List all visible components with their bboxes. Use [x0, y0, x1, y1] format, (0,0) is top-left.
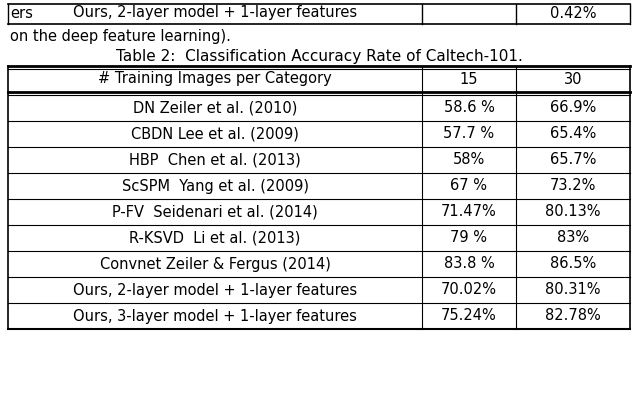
Text: DN Zeiler et al. (2010): DN Zeiler et al. (2010) [133, 101, 297, 115]
Text: HBP  Chen et al. (2013): HBP Chen et al. (2013) [129, 152, 301, 168]
Text: Convnet Zeiler & Fergus (2014): Convnet Zeiler & Fergus (2014) [100, 257, 330, 271]
Text: Ours, 2-layer model + 1-layer features: Ours, 2-layer model + 1-layer features [73, 282, 357, 298]
Text: 80.31%: 80.31% [545, 282, 601, 298]
Text: 58.6 %: 58.6 % [444, 101, 495, 115]
Text: 15: 15 [460, 71, 478, 87]
Text: 66.9%: 66.9% [550, 101, 596, 115]
Text: 65.7%: 65.7% [550, 152, 596, 168]
Text: 71.47%: 71.47% [441, 205, 497, 219]
Text: 83%: 83% [557, 231, 589, 245]
Text: 57.7 %: 57.7 % [444, 126, 495, 142]
Text: R-KSVD  Li et al. (2013): R-KSVD Li et al. (2013) [129, 231, 301, 245]
Text: 73.2%: 73.2% [550, 178, 596, 194]
Text: 83.8 %: 83.8 % [444, 257, 494, 271]
Text: 0.42%: 0.42% [550, 6, 596, 20]
Text: # Training Images per Category: # Training Images per Category [98, 71, 332, 87]
Text: 79 %: 79 % [451, 231, 488, 245]
Text: ers: ers [10, 6, 33, 20]
Text: 58%: 58% [453, 152, 485, 168]
Text: 86.5%: 86.5% [550, 257, 596, 271]
Text: 67 %: 67 % [451, 178, 488, 194]
Text: 82.78%: 82.78% [545, 308, 601, 324]
Text: 80.13%: 80.13% [545, 205, 601, 219]
Text: 75.24%: 75.24% [441, 308, 497, 324]
Text: CBDN Lee et al. (2009): CBDN Lee et al. (2009) [131, 126, 299, 142]
Text: 70.02%: 70.02% [441, 282, 497, 298]
Text: on the deep feature learning).: on the deep feature learning). [10, 28, 231, 43]
Text: Ours, 2-layer model + 1-layer features: Ours, 2-layer model + 1-layer features [73, 6, 357, 20]
Text: Ours, 3-layer model + 1-layer features: Ours, 3-layer model + 1-layer features [73, 308, 357, 324]
Text: Table 2:  Classification Accuracy Rate of Caltech-101.: Table 2: Classification Accuracy Rate of… [116, 49, 522, 63]
Text: 65.4%: 65.4% [550, 126, 596, 142]
Text: 30: 30 [564, 71, 582, 87]
Text: P-FV  Seidenari et al. (2014): P-FV Seidenari et al. (2014) [112, 205, 318, 219]
Text: ScSPM  Yang et al. (2009): ScSPM Yang et al. (2009) [122, 178, 308, 194]
